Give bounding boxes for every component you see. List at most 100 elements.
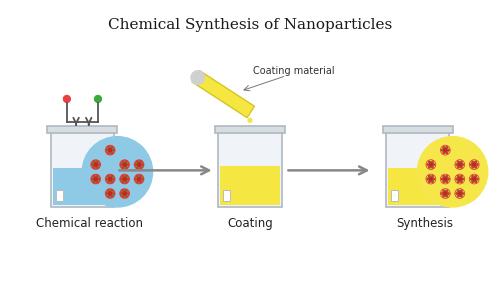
Circle shape: [446, 147, 448, 148]
Circle shape: [446, 196, 448, 197]
Circle shape: [140, 167, 141, 168]
Circle shape: [108, 153, 109, 154]
Circle shape: [99, 164, 100, 165]
Circle shape: [92, 161, 99, 168]
Circle shape: [142, 178, 143, 180]
Circle shape: [108, 177, 112, 181]
Circle shape: [442, 190, 448, 197]
Circle shape: [94, 95, 102, 102]
Circle shape: [443, 190, 444, 191]
Circle shape: [123, 177, 126, 181]
Circle shape: [140, 161, 141, 162]
Circle shape: [122, 167, 124, 168]
Circle shape: [472, 161, 473, 162]
Circle shape: [136, 176, 142, 182]
Circle shape: [448, 193, 449, 194]
Circle shape: [126, 161, 127, 162]
Circle shape: [123, 192, 126, 195]
Circle shape: [122, 161, 124, 162]
Circle shape: [126, 181, 127, 183]
Circle shape: [442, 190, 449, 197]
Circle shape: [434, 164, 435, 165]
Circle shape: [462, 193, 464, 194]
Circle shape: [108, 148, 112, 152]
Bar: [224, 190, 230, 201]
Circle shape: [444, 177, 447, 181]
Circle shape: [461, 167, 462, 168]
Circle shape: [432, 161, 433, 162]
Circle shape: [122, 181, 124, 183]
Circle shape: [446, 176, 448, 177]
Circle shape: [106, 174, 115, 184]
Circle shape: [443, 152, 444, 154]
Circle shape: [446, 190, 448, 191]
Bar: [382, 126, 452, 133]
Circle shape: [107, 147, 114, 154]
Text: Coating material: Coating material: [253, 66, 334, 76]
Circle shape: [443, 176, 444, 177]
Circle shape: [472, 163, 476, 166]
Circle shape: [92, 176, 99, 182]
Circle shape: [128, 164, 129, 165]
Circle shape: [122, 190, 128, 197]
Circle shape: [140, 181, 141, 183]
Circle shape: [442, 146, 449, 154]
Circle shape: [136, 181, 138, 183]
Circle shape: [108, 190, 109, 191]
Circle shape: [456, 178, 457, 180]
Circle shape: [136, 175, 138, 176]
Circle shape: [456, 175, 464, 183]
Circle shape: [126, 167, 127, 168]
Circle shape: [443, 181, 444, 183]
Circle shape: [82, 137, 152, 207]
Bar: [391, 190, 398, 201]
Circle shape: [471, 176, 477, 182]
Circle shape: [135, 178, 136, 180]
Circle shape: [456, 193, 457, 194]
Circle shape: [470, 161, 478, 168]
Circle shape: [440, 146, 450, 155]
Circle shape: [458, 163, 462, 166]
Circle shape: [456, 190, 464, 197]
Circle shape: [462, 164, 464, 165]
Circle shape: [472, 167, 473, 168]
Circle shape: [444, 148, 447, 152]
Circle shape: [108, 192, 112, 195]
Circle shape: [120, 178, 122, 180]
Circle shape: [432, 167, 433, 168]
Circle shape: [135, 164, 136, 165]
Text: Chemical Synthesis of Nanoparticles: Chemical Synthesis of Nanoparticles: [108, 18, 392, 32]
Circle shape: [444, 192, 447, 195]
Circle shape: [120, 164, 122, 165]
Circle shape: [457, 176, 463, 182]
Circle shape: [461, 181, 462, 183]
Circle shape: [471, 162, 477, 168]
Circle shape: [97, 181, 98, 183]
Circle shape: [457, 162, 463, 168]
Circle shape: [136, 167, 138, 168]
Circle shape: [91, 174, 101, 184]
Circle shape: [418, 137, 488, 207]
Circle shape: [442, 175, 449, 183]
Circle shape: [113, 178, 114, 180]
Circle shape: [428, 181, 430, 183]
Circle shape: [94, 177, 98, 181]
Circle shape: [106, 189, 115, 198]
Circle shape: [128, 193, 129, 194]
Bar: [386, 129, 449, 207]
Bar: [51, 129, 114, 207]
Circle shape: [428, 167, 430, 168]
Circle shape: [461, 176, 462, 177]
Circle shape: [455, 189, 464, 198]
Circle shape: [457, 190, 463, 197]
Circle shape: [428, 176, 434, 182]
Circle shape: [122, 176, 128, 182]
Circle shape: [113, 193, 114, 194]
Circle shape: [470, 164, 472, 165]
Circle shape: [248, 119, 252, 122]
Circle shape: [443, 196, 444, 197]
Polygon shape: [192, 70, 254, 118]
Circle shape: [428, 162, 434, 168]
Circle shape: [427, 175, 434, 183]
Circle shape: [142, 164, 143, 165]
